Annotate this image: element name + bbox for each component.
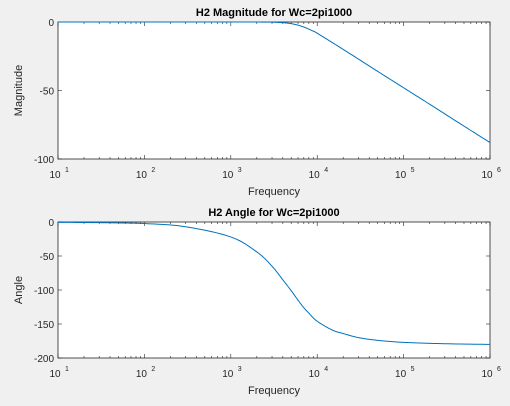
x-tick-label-angle: 10 bbox=[481, 369, 493, 380]
y-tick-label-magnitude: -50 bbox=[40, 87, 55, 98]
y-tick-label-angle: -100 bbox=[34, 286, 54, 297]
x-tick-exponent-magnitude: 1 bbox=[65, 167, 69, 174]
chart-title-angle: H2 Angle for Wc=2pi1000 bbox=[208, 207, 339, 219]
x-tick-exponent-angle: 2 bbox=[151, 366, 155, 373]
y-axis-label-magnitude: Magnitude bbox=[13, 65, 25, 116]
y-tick-label-magnitude: 0 bbox=[48, 18, 54, 29]
y-axis-label-angle: Angle bbox=[13, 276, 25, 304]
y-tick-label-angle: 0 bbox=[48, 218, 54, 229]
x-tick-exponent-angle: 4 bbox=[324, 366, 328, 373]
plot-area-angle bbox=[58, 222, 490, 358]
y-tick-label-angle: -200 bbox=[34, 354, 54, 365]
x-tick-exponent-magnitude: 3 bbox=[238, 167, 242, 174]
x-tick-exponent-magnitude: 5 bbox=[411, 167, 415, 174]
x-tick-exponent-angle: 3 bbox=[238, 366, 242, 373]
x-tick-exponent-magnitude: 6 bbox=[497, 167, 501, 174]
x-tick-exponent-magnitude: 2 bbox=[151, 167, 155, 174]
x-axis-label-angle: Frequency bbox=[248, 385, 300, 397]
x-tick-label-angle: 10 bbox=[49, 369, 61, 380]
x-tick-label-angle: 10 bbox=[309, 369, 321, 380]
x-axis-label-magnitude: Frequency bbox=[248, 186, 300, 198]
y-tick-label-angle: -50 bbox=[40, 252, 55, 263]
y-tick-label-magnitude: -100 bbox=[34, 155, 54, 166]
x-tick-label-magnitude: 10 bbox=[309, 170, 321, 181]
plot-area-magnitude bbox=[58, 22, 490, 159]
x-tick-label-magnitude: 10 bbox=[481, 170, 493, 181]
chart-title-magnitude: H2 Magnitude for Wc=2pi1000 bbox=[196, 7, 352, 19]
x-tick-exponent-angle: 5 bbox=[411, 366, 415, 373]
x-tick-label-magnitude: 10 bbox=[222, 170, 234, 181]
x-tick-exponent-angle: 1 bbox=[65, 366, 69, 373]
y-tick-label-angle: -150 bbox=[34, 320, 54, 331]
x-tick-label-angle: 10 bbox=[222, 369, 234, 380]
x-tick-label-magnitude: 10 bbox=[49, 170, 61, 181]
x-tick-label-magnitude: 10 bbox=[395, 170, 407, 181]
chart-magnitude: H2 Magnitude for Wc=2pi1000 Frequency Magn… bbox=[13, 7, 501, 198]
x-tick-exponent-angle: 6 bbox=[497, 366, 501, 373]
x-tick-exponent-magnitude: 4 bbox=[324, 167, 328, 174]
x-tick-label-magnitude: 10 bbox=[136, 170, 148, 181]
x-tick-label-angle: 10 bbox=[395, 369, 407, 380]
x-tick-label-angle: 10 bbox=[136, 369, 148, 380]
